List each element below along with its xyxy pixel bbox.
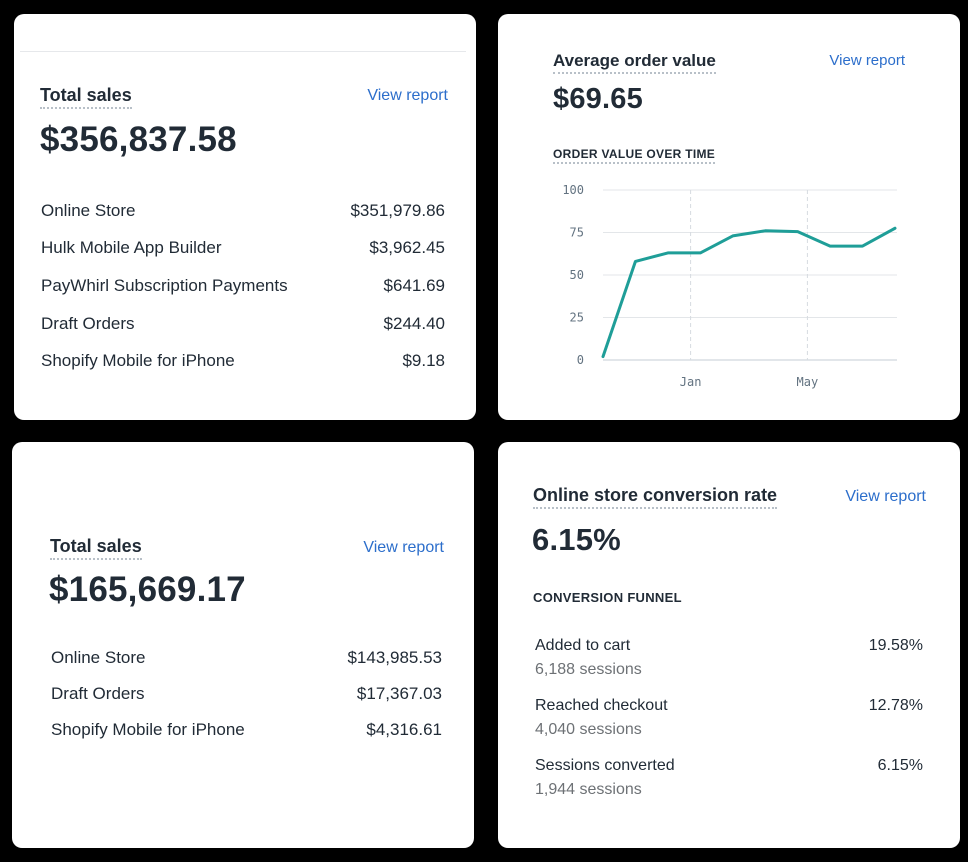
card-divider	[20, 51, 466, 52]
channel-value: $9.18	[402, 351, 445, 370]
funnel-step-label: Reached checkout	[535, 697, 668, 714]
total-amount: $356,837.58	[40, 120, 237, 159]
view-report-link[interactable]: View report	[363, 539, 444, 556]
channel-label: Online Store	[51, 648, 146, 667]
channel-value: $143,985.53	[347, 648, 442, 667]
funnel-step-percent: 12.78%	[868, 697, 923, 714]
view-report-link[interactable]: View report	[367, 87, 448, 104]
funnel-step-percent: 6.15%	[877, 757, 923, 774]
conversion-amount: 6.15%	[532, 522, 621, 557]
card-title: Online store conversion rate	[533, 485, 778, 509]
funnel-step-sessions: 4,040 sessions	[535, 721, 642, 738]
funnel-step-sessions: 6,188 sessions	[535, 661, 642, 678]
y-tick-label: 0	[577, 353, 584, 367]
funnel-step-percent: 19.58%	[868, 637, 923, 654]
y-tick-label: 25	[570, 311, 584, 325]
y-tick-label: 75	[570, 226, 584, 240]
y-tick-label: 50	[570, 268, 584, 282]
card-title: Total sales	[40, 85, 132, 109]
funnel-step-sessions: 1,944 sessions	[535, 781, 642, 798]
card-title: Total sales	[50, 536, 142, 560]
channel-value: $3,962.45	[369, 238, 445, 257]
chart-label: ORDER VALUE OVER TIME	[553, 147, 716, 164]
channel-value: $244.40	[383, 314, 445, 333]
channel-label: PayWhirl Subscription Payments	[41, 276, 288, 295]
y-tick-label: 100	[562, 183, 584, 197]
channel-label: Draft Orders	[41, 314, 135, 333]
total-sales-card-2: Total sales View report $165,669.17 Onli…	[12, 442, 474, 848]
channel-value: $17,367.03	[356, 684, 442, 703]
card-title: Average order value	[553, 51, 716, 74]
funnel-label: CONVERSION FUNNEL	[533, 590, 682, 605]
channel-value: $4,316.61	[366, 720, 442, 739]
order-value-line	[601, 226, 897, 359]
channel-value: $351,979.86	[350, 201, 445, 220]
order-value-chart: 0 25 50 75 100 Jan May	[562, 183, 897, 389]
funnel-step-label: Added to cart	[535, 637, 631, 654]
total-sales-card-1: Total sales View report $356,837.58 Onli…	[14, 14, 476, 420]
channel-value: $641.69	[383, 276, 445, 295]
x-tick-label: May	[797, 375, 819, 389]
channel-label: Draft Orders	[51, 684, 145, 703]
aov-amount: $69.65	[553, 83, 643, 115]
view-report-link[interactable]: View report	[829, 52, 905, 69]
view-report-link[interactable]: View report	[845, 488, 926, 505]
channel-label: Hulk Mobile App Builder	[41, 238, 222, 257]
channel-label: Shopify Mobile for iPhone	[41, 351, 235, 370]
channel-label: Shopify Mobile for iPhone	[51, 720, 245, 739]
funnel-step-label: Sessions converted	[535, 757, 675, 774]
x-tick-label: Jan	[680, 375, 702, 389]
average-order-value-card: Average order value View report $69.65 O…	[498, 14, 960, 420]
channel-label: Online Store	[41, 201, 136, 220]
conversion-rate-card: Online store conversion rate View report…	[498, 442, 960, 848]
total-amount: $165,669.17	[49, 570, 246, 609]
